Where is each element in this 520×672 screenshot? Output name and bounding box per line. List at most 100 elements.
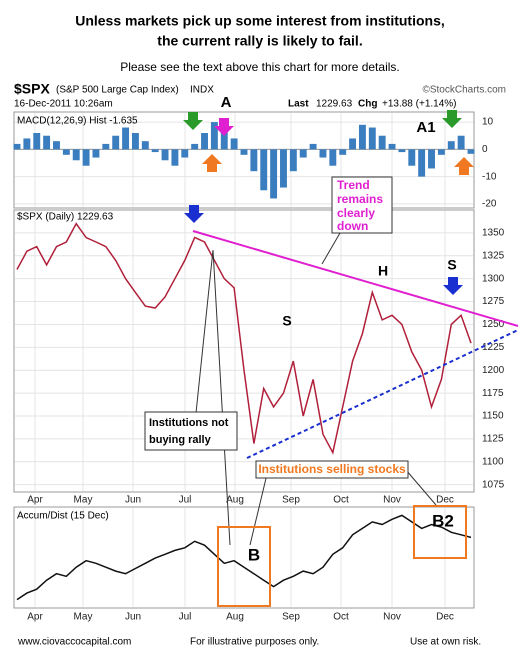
hist-bar (299, 149, 307, 158)
x-tick-label: Apr (27, 495, 43, 506)
hist-bar (447, 141, 455, 150)
hist-bar (92, 149, 100, 158)
arrow (443, 277, 463, 295)
date: 16-Dec-2011 10:26am (14, 99, 113, 110)
hist-bar (131, 133, 139, 150)
source: ©StockCharts.com (422, 85, 506, 96)
arrow (202, 154, 222, 172)
y-tick-label: 0 (482, 144, 488, 155)
note: Institutions selling stocks (258, 462, 406, 476)
label-h: H (378, 263, 388, 279)
hist-bar (191, 143, 199, 150)
hist-bar (141, 141, 149, 150)
hist-bar (43, 135, 51, 150)
hist-bar (112, 135, 120, 150)
hist-bar (33, 133, 41, 150)
last: 1229.63 (316, 99, 353, 110)
label-s: S (282, 313, 291, 329)
x-tick-label: Dec (436, 495, 454, 506)
hist-bar (388, 143, 396, 150)
callout-box (255, 460, 409, 479)
note: buying rally (149, 434, 212, 446)
hist-bar (240, 149, 248, 155)
exchange: INDX (190, 85, 214, 96)
x-tick-label: Dec (436, 612, 454, 623)
x-tick-label: Jul (179, 495, 192, 506)
hist-bar (53, 141, 60, 150)
hist-bar (457, 135, 465, 150)
x-tick-label: Aug (226, 495, 244, 506)
hist-bar (428, 149, 435, 169)
hist-bar (171, 149, 179, 166)
arrow (183, 112, 203, 130)
trend-note: down (337, 219, 368, 233)
callout-box (331, 176, 393, 234)
arrow (184, 205, 204, 223)
hist-bar (201, 133, 208, 150)
arrow (454, 157, 474, 175)
hist-bar (102, 143, 110, 150)
footer: Use at own risk. (410, 637, 481, 648)
y-tick-label: 1100 (482, 456, 504, 467)
chg-label: Chg (358, 99, 377, 110)
hist-bar (151, 149, 159, 153)
x-tick-label: Aug (226, 612, 244, 623)
arrow (442, 110, 462, 128)
hist-bar (358, 124, 366, 150)
hist-bar (161, 149, 169, 161)
arrow (214, 118, 234, 136)
hist-bar (319, 149, 327, 158)
title-line: Unless markets pick up some interest fro… (75, 13, 445, 29)
x-tick-label: Jun (125, 612, 141, 623)
hist-bar (82, 149, 90, 166)
hist-bar (210, 122, 218, 150)
y-tick-label: 1250 (482, 319, 505, 330)
trend-note: Trend (337, 178, 370, 192)
hist-bar (230, 138, 238, 150)
x-tick-label: Jun (125, 495, 141, 506)
pointer (195, 249, 214, 414)
hist-bar (309, 143, 317, 150)
callout-box (144, 411, 238, 451)
pointer (249, 469, 269, 546)
y-tick-label: 1350 (482, 228, 505, 239)
y-tick-label: 1225 (482, 342, 505, 353)
hist-bar (250, 149, 258, 172)
hist-bar (349, 138, 357, 150)
panel-frame (13, 506, 475, 609)
x-tick-label: Oct (333, 495, 349, 506)
hist-bar (408, 149, 416, 166)
y-tick-label: 1200 (482, 365, 505, 376)
y-tick-label: 1275 (482, 296, 505, 307)
y-tick-label: -20 (482, 199, 497, 210)
last-label: Last (288, 99, 309, 110)
hist-bar (23, 138, 31, 150)
hist-bar (181, 149, 189, 158)
hist-bar (437, 149, 445, 155)
support-line (246, 329, 519, 459)
hist-bar (329, 149, 337, 166)
hist-bar (368, 127, 376, 150)
hist-bar (270, 149, 278, 199)
note: Institutions not (149, 417, 229, 429)
y-tick-label: 1075 (482, 479, 505, 490)
y-tick-label: -10 (482, 171, 497, 182)
trend-line (192, 230, 519, 327)
panel-frame (13, 111, 475, 209)
x-tick-label: May (74, 495, 93, 506)
x-tick-label: Apr (27, 612, 43, 623)
label-a1: A1 (416, 119, 435, 136)
trend-note: remains (337, 192, 383, 206)
x-tick-label: Nov (383, 495, 401, 506)
y-tick-label: 1325 (482, 250, 505, 261)
hist-bar (13, 143, 21, 150)
hist-bar (398, 149, 406, 153)
hist-bar (260, 149, 268, 191)
x-tick-label: May (74, 612, 93, 623)
title-line: the current rally is likely to fail. (157, 33, 362, 49)
pointer (321, 232, 341, 265)
footer: www.ciovaccocapital.com (17, 637, 131, 648)
panel-frame (13, 209, 475, 493)
y-tick-label: 1150 (482, 411, 504, 422)
